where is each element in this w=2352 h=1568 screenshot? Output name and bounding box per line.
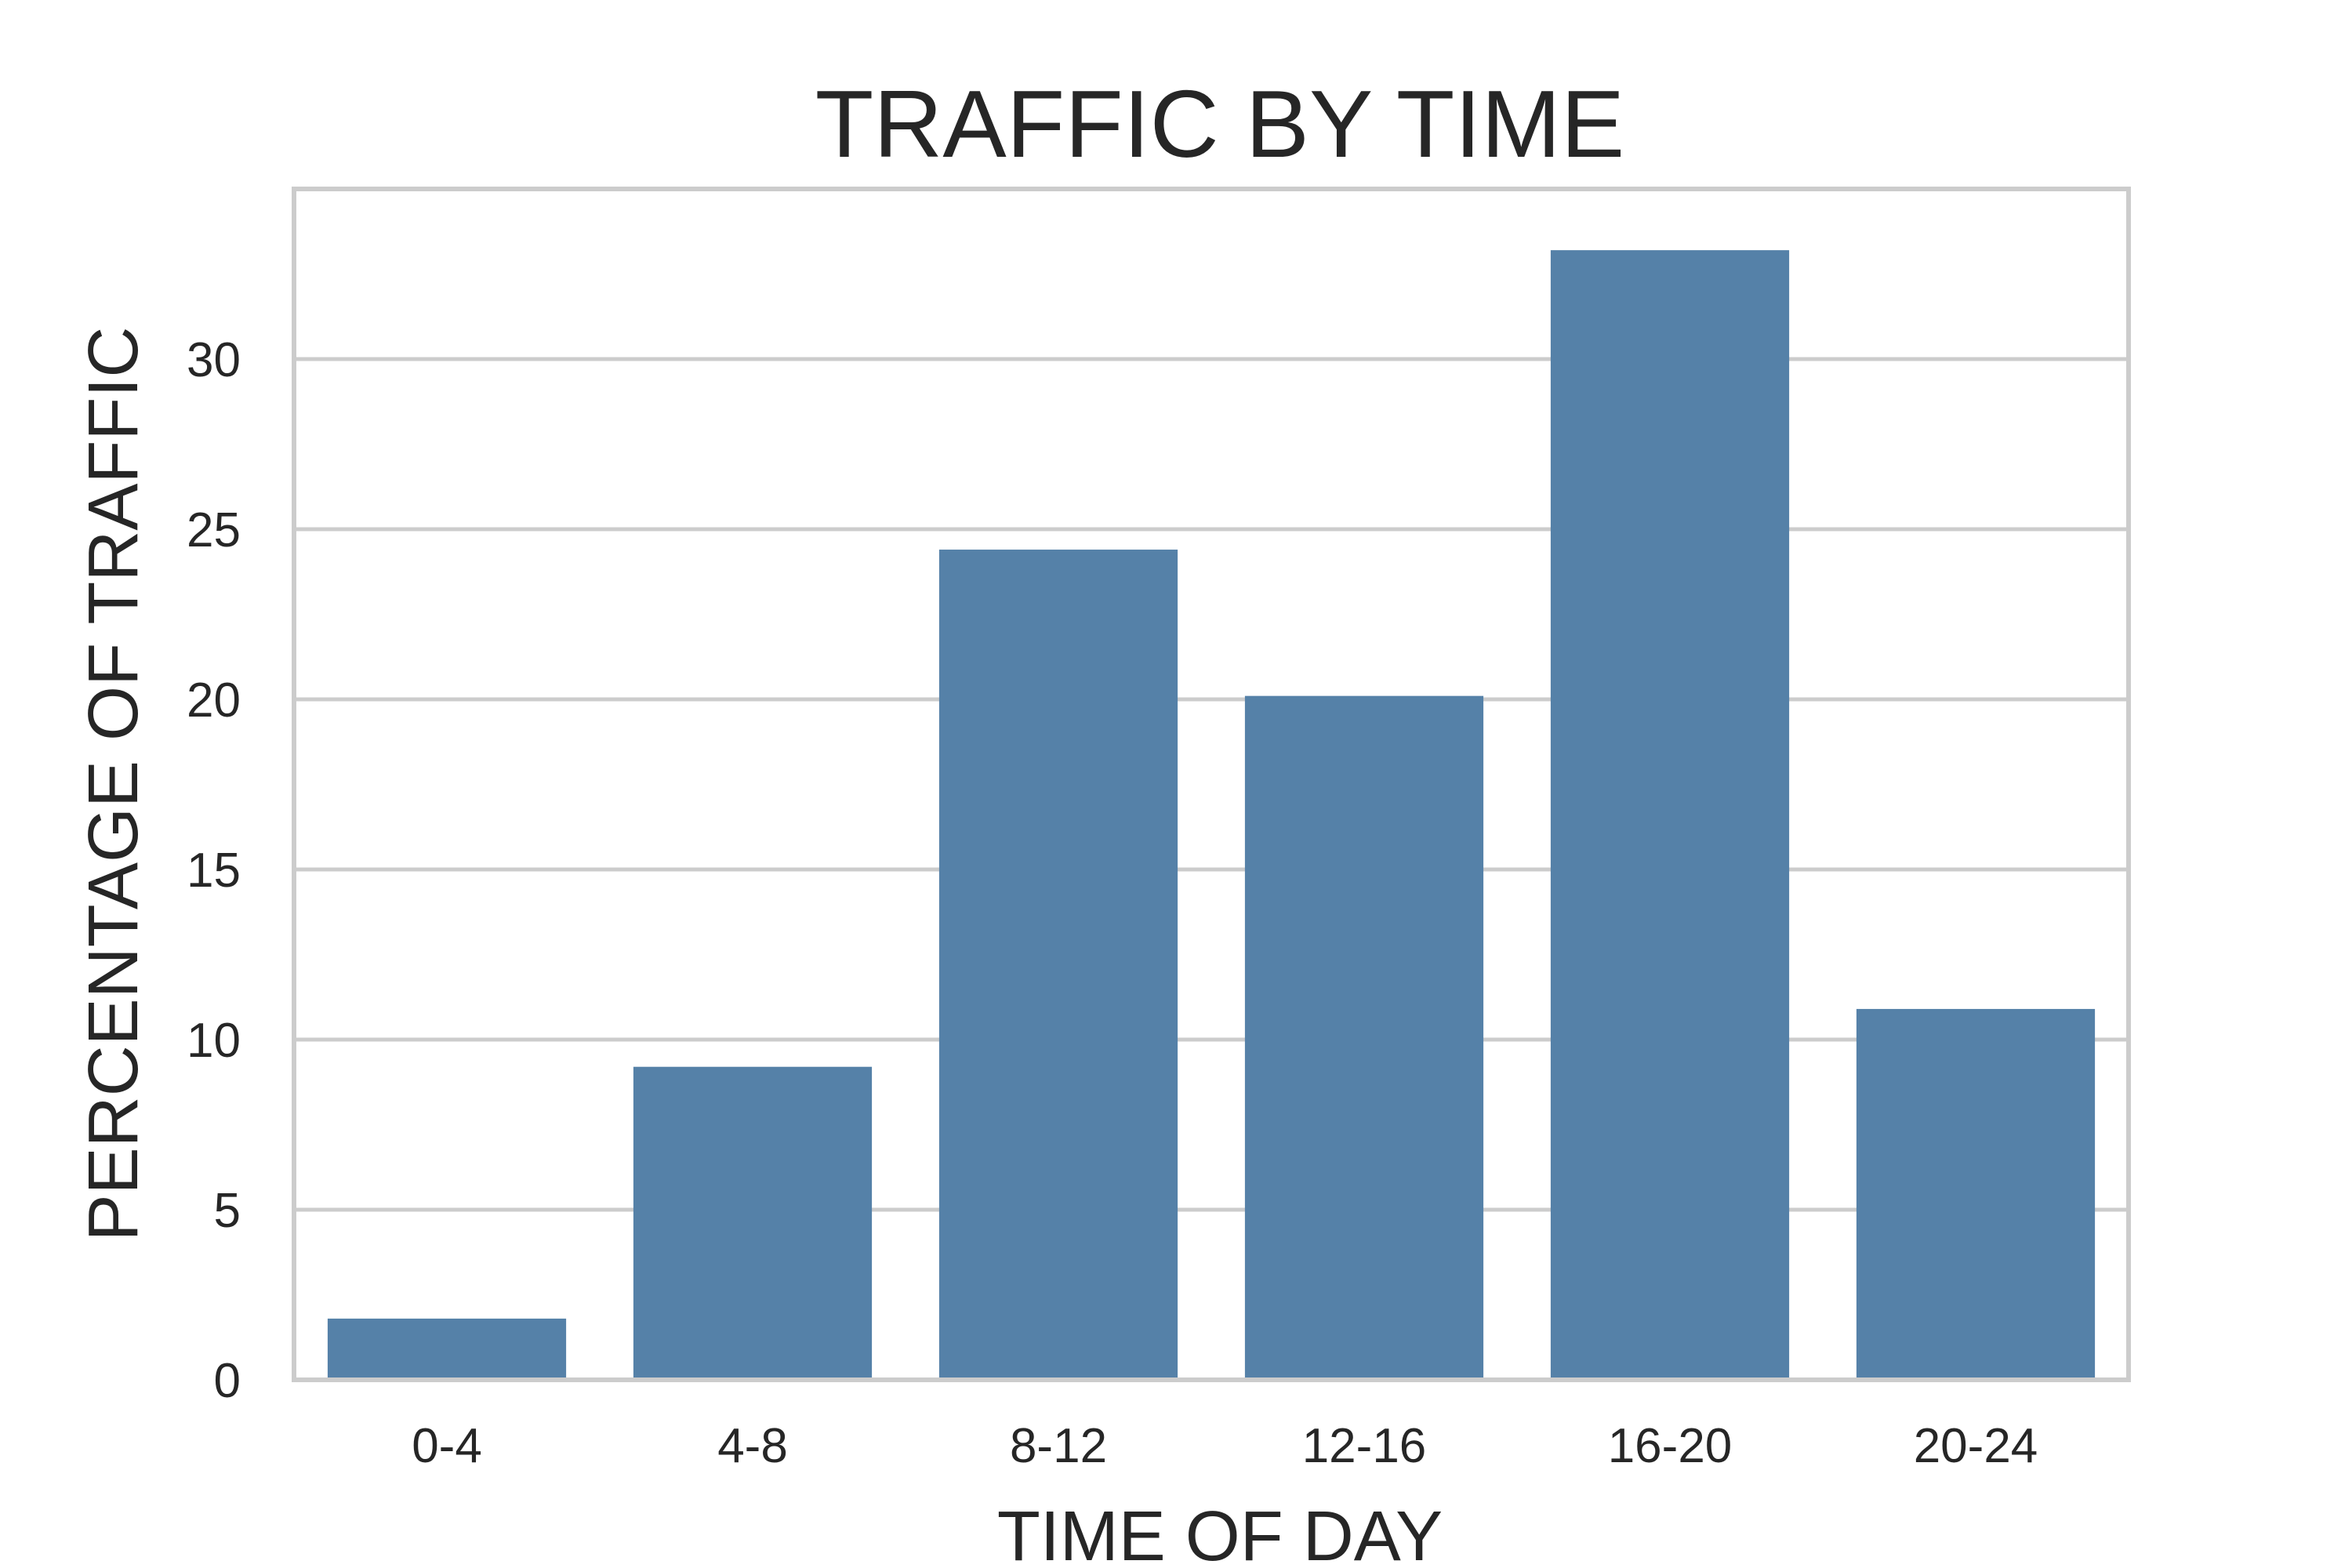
y-tick-label: 10: [187, 1014, 241, 1068]
bar-12-16: [1244, 695, 1484, 1380]
bar-4-8: [633, 1066, 873, 1380]
y-tick-label: 30: [187, 333, 241, 387]
y-tick-label: 5: [214, 1184, 241, 1238]
x-tick-label: 4-8: [717, 1419, 788, 1473]
x-tick-label: 0-4: [412, 1419, 482, 1473]
chart-title: TRAFFIC BY TIME: [815, 71, 1625, 177]
bar-16-20: [1550, 250, 1790, 1380]
plot-frame: [292, 187, 2131, 1382]
bar-0-4: [327, 1318, 567, 1380]
bar-20-24: [1856, 1008, 2096, 1380]
grid-lines: [294, 357, 2129, 1212]
x-tick-label: 20-24: [1914, 1419, 2038, 1473]
y-axis-label: PERCENTAGE OF TRAFFIC: [74, 327, 153, 1242]
x-axis-label: TIME OF DAY: [997, 1497, 1443, 1568]
bar-8-12: [938, 550, 1178, 1380]
y-axis-ticks: 0 5 10 15 20 25 30: [187, 333, 241, 1408]
y-tick-label: 25: [187, 503, 241, 557]
y-tick-label: 15: [187, 844, 241, 898]
bars: [327, 250, 2096, 1380]
y-tick-label: 20: [187, 673, 241, 728]
x-axis-ticks: 0-4 4-8 8-12 12-16 16-20 20-24: [412, 1419, 2038, 1473]
x-tick-label: 12-16: [1302, 1419, 1427, 1473]
x-tick-label: 8-12: [1010, 1419, 1107, 1473]
y-tick-label: 0: [214, 1354, 241, 1408]
x-tick-label: 16-20: [1608, 1419, 1733, 1473]
